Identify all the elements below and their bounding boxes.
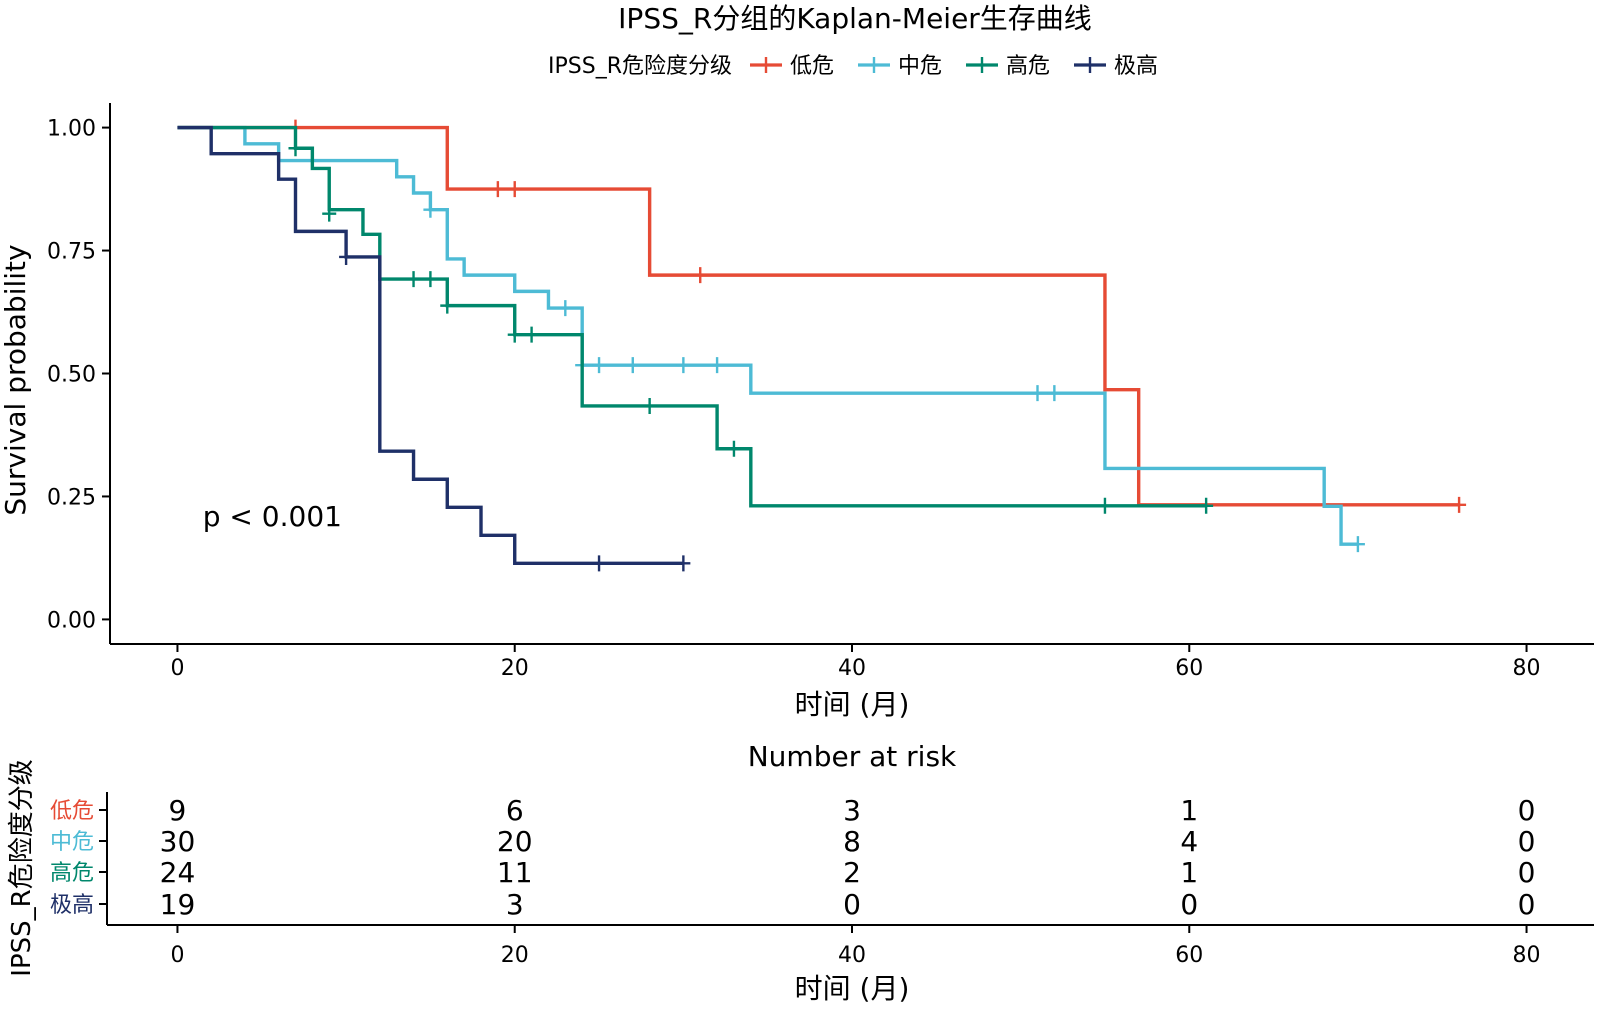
risk-count: 3 [843, 794, 861, 827]
legend-title: IPSS_R危险度分级 [548, 54, 732, 79]
km-curve-极高 [177, 125, 684, 566]
risk-count: 8 [843, 825, 861, 858]
x-tick-label: 0 [170, 656, 184, 681]
km-curve-中危 [177, 125, 1358, 546]
censor-mark [1199, 497, 1214, 514]
y-tick-label: 0.00 [47, 608, 96, 633]
x-tick-label: 60 [1175, 656, 1203, 681]
censor-mark [423, 201, 438, 218]
risk-count: 11 [497, 856, 533, 889]
legend: IPSS_R危险度分级 低危 中危 高危 极高 [548, 54, 1158, 79]
censor-mark [339, 248, 354, 265]
risk-count: 30 [160, 825, 196, 858]
risk-count: 0 [843, 888, 861, 921]
risk-count: 20 [497, 825, 533, 858]
risk-count: 24 [160, 856, 196, 889]
censor-mark [592, 555, 607, 572]
censor-mark [1030, 385, 1045, 402]
y-ticks: 0.00 0.25 0.50 0.75 1.00 [47, 117, 110, 633]
censor-mark [524, 326, 539, 343]
censor-mark [1452, 496, 1467, 513]
risk-count: 0 [1180, 888, 1198, 921]
censor-mark [1097, 497, 1112, 514]
risk-count: 3 [506, 888, 524, 921]
censor-mark [507, 326, 522, 343]
risk-x-tick-label: 20 [501, 943, 529, 968]
legend-label: 中危 [898, 54, 942, 79]
censor-mark [322, 205, 337, 222]
risk-row-label: 高危 [50, 861, 94, 886]
risk-x-tick-label: 0 [170, 943, 184, 968]
risk-count: 2 [843, 856, 861, 889]
censor-mark [1047, 385, 1062, 402]
y-axis-label: Survival probability [0, 244, 32, 515]
risk-count: 1 [1180, 856, 1198, 889]
censor-mark [625, 357, 640, 374]
risk-y-axis-label: IPSS_R危险度分级 [7, 759, 37, 976]
risk-count: 0 [1518, 856, 1536, 889]
censor-mark [592, 357, 607, 374]
risk-table: Number at risk 低危 9 6 3 1 0中危 30 20 8 4 0高危 24 11 2 1 0… [7, 740, 1594, 1005]
censor-mark [490, 181, 505, 198]
censor-mark [423, 271, 438, 288]
risk-row-label: 低危 [50, 799, 94, 824]
risk-row-label: 极高 [50, 893, 94, 918]
risk-x-axis-label: 时间 (月) [795, 972, 910, 1005]
legend-label: 低危 [790, 54, 834, 79]
chart-title: IPSS_R分组的Kaplan-Meier生存曲线 [618, 2, 1092, 35]
survival-plot: 0.00 0.25 0.50 0.75 1.00 0 20 40 60 80 p < 0.001… [0, 103, 1594, 721]
x-tick-label: 80 [1513, 656, 1541, 681]
x-ticks: 0 20 40 60 80 [170, 644, 1541, 681]
censor-mark [288, 140, 303, 157]
censor-mark [558, 300, 573, 317]
risk-count: 0 [1518, 888, 1536, 921]
censor-mark [1350, 536, 1365, 553]
risk-x-tick-label: 40 [838, 943, 866, 968]
km-curve-高危 [177, 125, 1207, 508]
y-tick-label: 0.50 [47, 363, 96, 388]
censor-mark [676, 357, 691, 374]
censor-mark [406, 271, 421, 288]
censor-mark [507, 181, 522, 198]
censor-mark [710, 357, 725, 374]
risk-count: 1 [1180, 794, 1198, 827]
risk-count: 6 [506, 794, 524, 827]
risk-count: 9 [169, 794, 187, 827]
legend-label: 高危 [1006, 54, 1050, 79]
x-tick-label: 20 [501, 656, 529, 681]
risk-x-ticks: 0 20 40 60 80 [170, 925, 1541, 968]
censor-mark [440, 297, 455, 314]
x-axis-label: 时间 (月) [795, 688, 910, 721]
risk-count: 0 [1518, 794, 1536, 827]
legend-label: 极高 [1114, 54, 1158, 79]
censor-mark [676, 555, 691, 572]
km-curve-低危 [177, 125, 1460, 507]
risk-row-label: 中危 [50, 830, 94, 855]
risk-x-tick-label: 80 [1513, 943, 1541, 968]
y-tick-label: 0.25 [47, 485, 96, 510]
risk-x-tick-label: 60 [1175, 943, 1203, 968]
censor-mark [726, 440, 741, 457]
risk-count: 19 [160, 888, 196, 921]
survival-curves [177, 119, 1467, 572]
risk-count: 4 [1180, 825, 1198, 858]
censor-mark [693, 267, 708, 284]
y-tick-label: 0.75 [47, 240, 96, 265]
x-tick-label: 40 [838, 656, 866, 681]
risk-rows: 低危 9 6 3 1 0中危 30 20 8 4 0高危 24 11 2 1 0极高 19 3 0 0 0 [50, 794, 1535, 921]
risk-table-title: Number at risk [748, 740, 957, 773]
risk-count: 0 [1518, 825, 1536, 858]
censor-mark [642, 397, 657, 414]
p-value-label: p < 0.001 [203, 500, 342, 533]
y-tick-label: 1.00 [47, 117, 96, 142]
